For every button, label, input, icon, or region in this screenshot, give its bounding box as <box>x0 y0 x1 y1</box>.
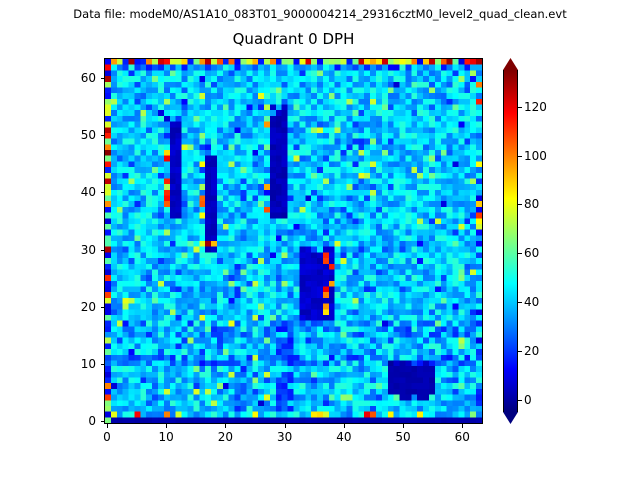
heatmap-image <box>105 59 482 423</box>
x-tick-mark <box>166 424 168 428</box>
x-tick-mark <box>225 424 227 428</box>
colorbar-tick-mark <box>518 106 522 108</box>
colorbar-tick-label: 120 <box>524 99 547 114</box>
colorbar-tick-label: 20 <box>524 343 540 358</box>
colorbar-tick-mark <box>518 253 522 255</box>
x-tick-mark <box>462 424 464 428</box>
x-tick-label: 20 <box>217 430 234 444</box>
colorbar-under-arrow-icon <box>503 412 518 424</box>
colorbar-tick-label: 80 <box>524 197 540 212</box>
y-tick-mark <box>100 363 104 365</box>
x-tick-mark <box>106 424 108 428</box>
x-tick-mark <box>403 424 405 428</box>
colorbar-tick-mark <box>518 350 522 352</box>
x-tick-label: 0 <box>103 430 111 444</box>
colorbar-over-arrow-icon <box>503 58 518 70</box>
x-tick-label: 50 <box>395 430 411 444</box>
y-tick-mark <box>100 192 104 194</box>
heatmap-axes <box>104 58 483 424</box>
colorbar-gradient <box>503 70 518 412</box>
colorbar-tick-mark <box>518 155 522 157</box>
x-tick-mark <box>284 424 286 428</box>
y-tick-mark <box>100 421 104 423</box>
colorbar-gradient-image <box>504 70 517 412</box>
y-tick-mark <box>100 78 104 80</box>
colorbar-tick-mark <box>518 399 522 401</box>
colorbar-tick-label: 100 <box>524 148 547 163</box>
y-tick-mark <box>100 306 104 308</box>
colorbar-tick-label: 0 <box>524 392 532 407</box>
page-title: Quadrant 0 DPH <box>232 30 355 48</box>
colorbar <box>503 58 518 424</box>
x-tick-mark <box>343 424 345 428</box>
y-tick-mark <box>100 135 104 137</box>
data-file-label: Data file: modeM0/AS1A10_083T01_90000042… <box>73 7 567 21</box>
x-tick-label: 60 <box>454 430 470 444</box>
colorbar-tick-mark <box>518 204 522 206</box>
colorbar-tick-mark <box>518 302 522 304</box>
y-tick-mark <box>100 249 104 251</box>
colorbar-tick-label: 40 <box>524 295 540 310</box>
x-tick-label: 10 <box>158 430 174 444</box>
colorbar-tick-label: 60 <box>524 246 540 261</box>
x-tick-label: 30 <box>276 430 293 444</box>
x-tick-label: 40 <box>336 430 352 444</box>
